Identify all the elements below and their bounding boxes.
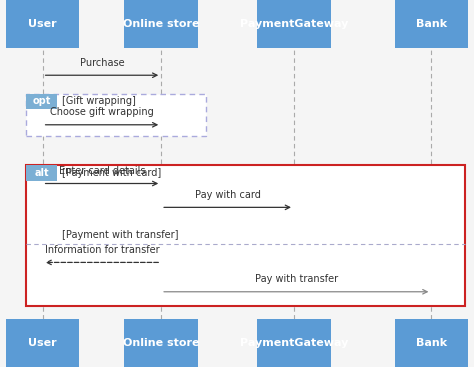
Bar [6,0,79,48]
Text: [Gift wrapping]: [Gift wrapping] [62,96,136,106]
Text: User: User [28,338,57,348]
Text: Bank: Bank [416,338,447,348]
Bar [124,319,198,367]
Bar [26,165,57,181]
Text: Purchase: Purchase [80,58,124,68]
Bar [257,319,331,367]
Text: Choose gift wrapping: Choose gift wrapping [50,108,154,117]
Bar [394,0,468,48]
Bar [257,0,331,48]
Text: opt: opt [32,96,51,106]
Text: [Payment with card]: [Payment with card] [62,168,161,178]
Text: Online store: Online store [123,338,200,348]
Bar [6,319,79,367]
Text: PaymentGateway: PaymentGateway [240,338,348,348]
Bar [394,319,468,367]
Text: User: User [28,19,57,29]
Bar [26,94,206,136]
Text: alt: alt [34,168,49,178]
Text: [Payment with transfer]: [Payment with transfer] [62,230,178,240]
Bar [26,165,465,306]
Text: Bank: Bank [416,19,447,29]
Text: Pay with transfer: Pay with transfer [255,275,338,284]
Text: PaymentGateway: PaymentGateway [240,19,348,29]
Bar [26,94,57,109]
Text: Enter card details: Enter card details [59,166,145,176]
Text: Online store: Online store [123,19,200,29]
Text: Pay with card: Pay with card [195,190,260,200]
Bar [124,0,198,48]
Text: Information for transfer: Information for transfer [45,245,159,255]
